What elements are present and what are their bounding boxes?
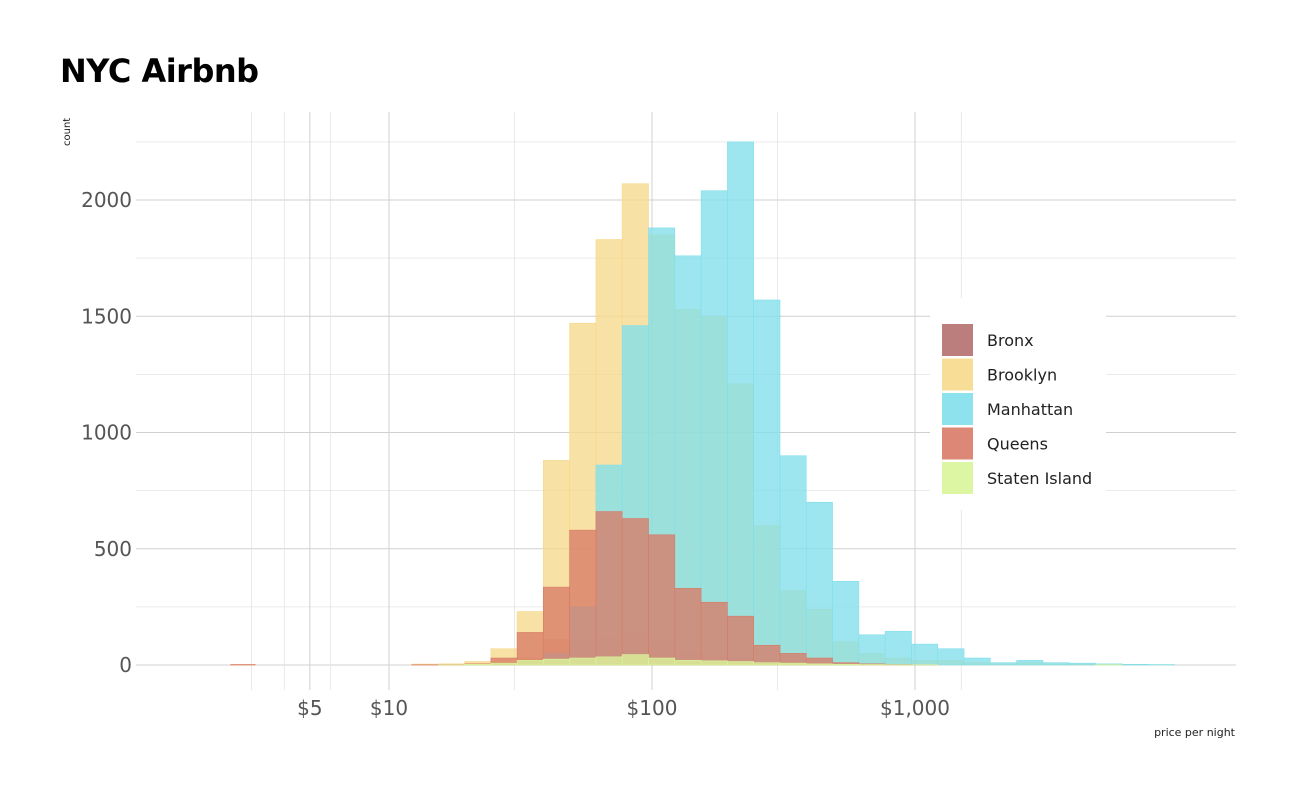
y-tick-label: 0 [119, 653, 132, 677]
histogram-bar [937, 648, 965, 666]
legend-swatch [942, 427, 973, 460]
histogram-bar [542, 658, 570, 666]
histogram-bar [674, 660, 702, 666]
histogram-bar [858, 634, 886, 666]
x-tick-label: $10 [370, 696, 408, 720]
legend-swatch [942, 462, 973, 494]
histogram-bar [700, 190, 728, 666]
histogram-bar [832, 580, 860, 666]
histogram-bar [753, 299, 781, 666]
histogram-bar [911, 643, 939, 666]
histogram-bar [516, 660, 544, 666]
legend-label: Bronx [987, 331, 1034, 350]
histogram-bar [727, 141, 754, 666]
x-tick-label: $1,000 [880, 696, 950, 720]
histogram-bar [516, 632, 544, 666]
legend: Bronx Brooklyn Manhattan Queens Staten Islan… [930, 298, 1106, 510]
histogram-bar [595, 656, 623, 666]
histogram-bar [753, 644, 781, 666]
grid-lines [136, 112, 1236, 690]
histogram-bar [621, 518, 649, 666]
histogram-bar [779, 662, 807, 666]
y-tick-labels: 0 500 1000 1500 2000 [81, 188, 132, 677]
histogram-bars [230, 141, 1175, 666]
histogram-bar [1042, 662, 1070, 666]
histogram-bar [569, 529, 597, 666]
legend-label: Brooklyn [987, 366, 1057, 385]
histogram-bar [963, 657, 991, 666]
histogram-bar [832, 664, 860, 666]
histogram-bar [648, 534, 676, 666]
histogram-bar [595, 511, 623, 666]
y-tick-label: 500 [94, 537, 132, 561]
histogram-bar [700, 660, 728, 666]
histogram-bar [621, 654, 649, 666]
x-tick-label: $5 [297, 696, 322, 720]
histogram-bar [490, 662, 518, 666]
series-staten-island [438, 654, 1123, 666]
chart-title: NYC Airbnb [60, 52, 259, 90]
y-tick-label: 1500 [81, 304, 132, 328]
histogram-bar [1068, 662, 1096, 666]
histogram-bar [542, 586, 570, 666]
y-tick-label: 1000 [81, 421, 132, 445]
histogram-bar [805, 663, 833, 666]
legend-swatch [942, 393, 973, 425]
histogram-bar [1121, 664, 1149, 666]
histogram-bar [569, 657, 597, 666]
legend-swatch [942, 358, 973, 391]
histogram-bar [779, 455, 807, 666]
y-axis-label: count [62, 118, 73, 146]
x-axis-label: price per night [1154, 726, 1236, 739]
histogram-bar [727, 661, 754, 666]
y-tick-label: 2000 [81, 188, 132, 212]
histogram-bar [464, 664, 492, 666]
legend-label: Staten Island [987, 469, 1092, 488]
legend-label: Queens [987, 435, 1048, 454]
x-tick-labels: $5 $10 $100 $1,000 [297, 696, 950, 720]
histogram-bar [753, 662, 781, 666]
legend-label: Manhattan [987, 400, 1073, 419]
legend-swatch [942, 324, 973, 356]
x-tick-label: $100 [627, 696, 678, 720]
histogram-bar [674, 587, 702, 666]
histogram-bar [990, 662, 1017, 666]
histogram-bar [884, 630, 912, 666]
histogram-bar [805, 501, 833, 666]
histogram-bar [1016, 660, 1044, 666]
histogram-bar [648, 657, 676, 666]
histogram-bar [700, 601, 728, 666]
histogram-bar [727, 615, 754, 666]
series-queens [230, 511, 939, 666]
